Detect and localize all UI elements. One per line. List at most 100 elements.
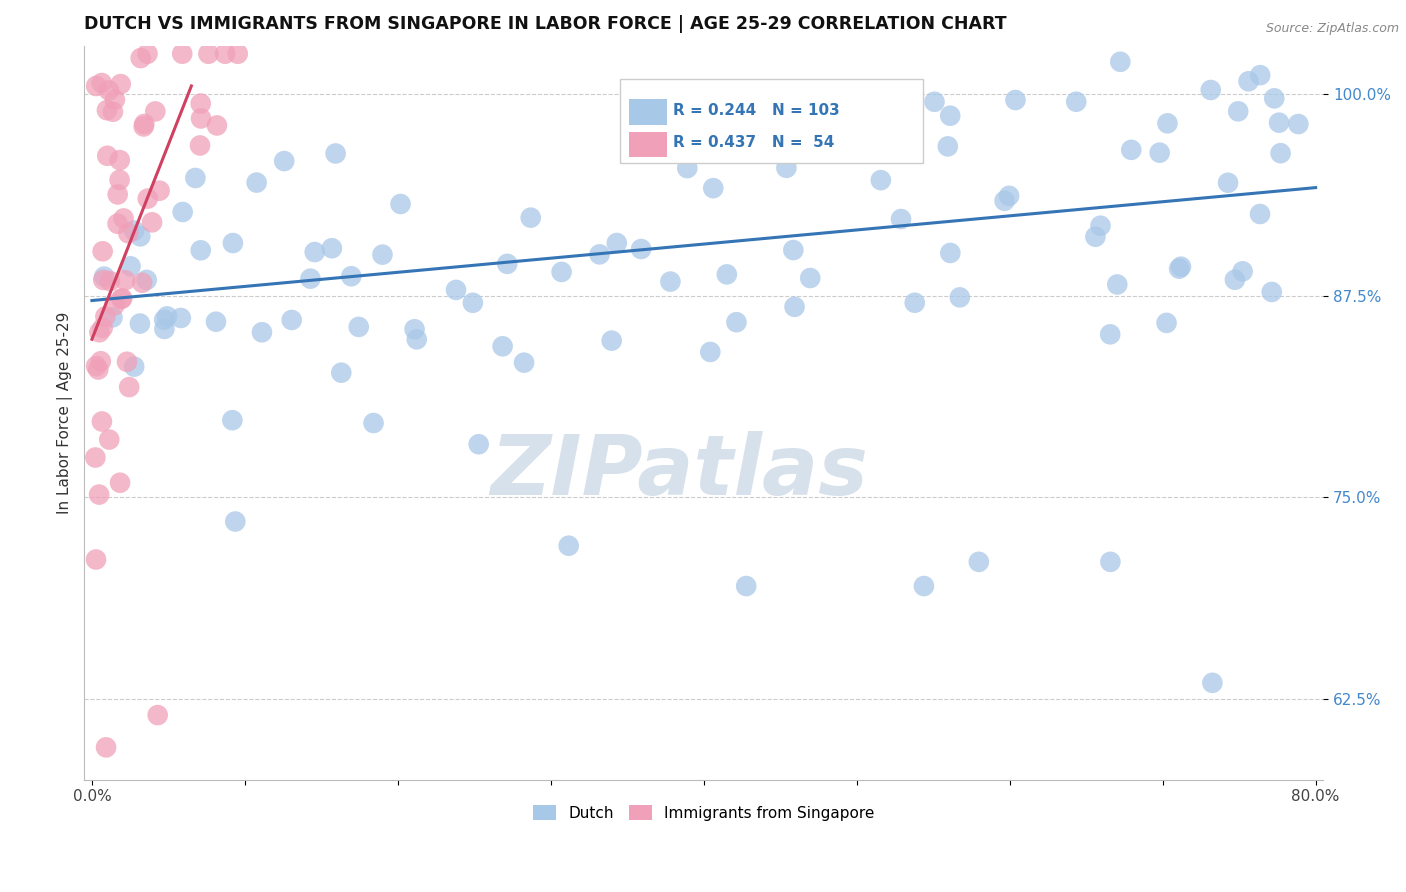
Point — [993, 194, 1015, 208]
Point — [998, 189, 1021, 203]
Point — [170, 310, 193, 325]
Point — [347, 319, 370, 334]
Point — [89, 326, 111, 340]
Point — [1064, 95, 1087, 109]
Point — [519, 211, 541, 225]
Point — [1090, 219, 1112, 233]
Point — [783, 300, 806, 314]
Point — [1170, 260, 1192, 274]
Point — [676, 161, 699, 175]
Point — [131, 276, 153, 290]
Point — [153, 312, 176, 326]
Point — [280, 313, 302, 327]
Point — [141, 215, 163, 229]
Point — [90, 354, 112, 368]
Point — [114, 273, 136, 287]
Point — [630, 242, 652, 256]
Point — [156, 310, 179, 324]
Point — [107, 187, 129, 202]
Point — [1201, 675, 1223, 690]
Point — [1168, 261, 1191, 276]
Point — [110, 77, 132, 91]
Point — [1199, 83, 1222, 97]
Point — [90, 415, 112, 429]
Point — [120, 260, 142, 274]
Point — [172, 46, 194, 61]
Point — [405, 332, 427, 346]
Point — [90, 76, 112, 90]
Point — [136, 46, 159, 61]
Point — [108, 173, 131, 187]
Point — [148, 184, 170, 198]
Point — [1216, 176, 1239, 190]
Point — [939, 109, 962, 123]
Point — [967, 555, 990, 569]
Point — [87, 362, 110, 376]
Point — [939, 246, 962, 260]
Point — [246, 176, 269, 190]
Point — [111, 292, 134, 306]
Point — [122, 359, 145, 374]
Point — [672, 116, 695, 130]
Point — [659, 275, 682, 289]
Point — [84, 78, 107, 93]
Point — [1223, 273, 1246, 287]
Point — [513, 356, 536, 370]
Point — [1156, 116, 1178, 130]
Point — [550, 265, 572, 279]
Point — [84, 552, 107, 566]
Point — [775, 161, 797, 175]
Point — [143, 104, 166, 119]
Text: Source: ZipAtlas.com: Source: ZipAtlas.com — [1265, 22, 1399, 36]
Point — [1263, 91, 1285, 105]
Point — [330, 366, 353, 380]
Point — [444, 283, 467, 297]
Point — [1286, 117, 1309, 131]
Point — [735, 579, 758, 593]
Point — [197, 46, 219, 61]
Point — [1156, 316, 1178, 330]
Point — [404, 322, 426, 336]
Y-axis label: In Labor Force | Age 25-29: In Labor Force | Age 25-29 — [58, 311, 73, 514]
Point — [949, 290, 972, 304]
Point — [101, 104, 124, 119]
Point — [108, 153, 131, 167]
Point — [702, 181, 724, 195]
Point — [103, 298, 125, 312]
Point — [1121, 143, 1143, 157]
Point — [912, 579, 935, 593]
Point — [91, 321, 114, 335]
Point — [96, 103, 118, 118]
Point — [1268, 116, 1291, 130]
Point — [325, 146, 347, 161]
Point — [782, 243, 804, 257]
Point — [104, 93, 127, 107]
Point — [136, 192, 159, 206]
Point — [491, 339, 513, 353]
Text: DUTCH VS IMMIGRANTS FROM SINGAPORE IN LABOR FORCE | AGE 25-29 CORRELATION CHART: DUTCH VS IMMIGRANTS FROM SINGAPORE IN LA… — [84, 15, 1007, 33]
Point — [1227, 104, 1250, 119]
Text: R = 0.437   N =  54: R = 0.437 N = 54 — [673, 135, 834, 150]
Point — [496, 257, 519, 271]
Point — [93, 269, 115, 284]
Point — [108, 475, 131, 490]
Point — [1109, 54, 1132, 69]
Point — [340, 269, 363, 284]
Point — [1099, 327, 1122, 342]
Point — [716, 268, 738, 282]
Point — [222, 235, 245, 250]
Point — [214, 46, 236, 61]
Point — [134, 117, 156, 131]
Point — [363, 416, 385, 430]
Point — [84, 359, 107, 373]
Point — [1232, 264, 1254, 278]
Point — [904, 295, 927, 310]
Point — [853, 99, 876, 113]
Point — [135, 273, 157, 287]
Point — [129, 51, 152, 65]
Point — [1004, 93, 1026, 107]
Point — [101, 310, 124, 325]
Legend: Dutch, Immigrants from Singapore: Dutch, Immigrants from Singapore — [527, 799, 880, 827]
Point — [321, 241, 343, 255]
Point — [600, 334, 623, 348]
